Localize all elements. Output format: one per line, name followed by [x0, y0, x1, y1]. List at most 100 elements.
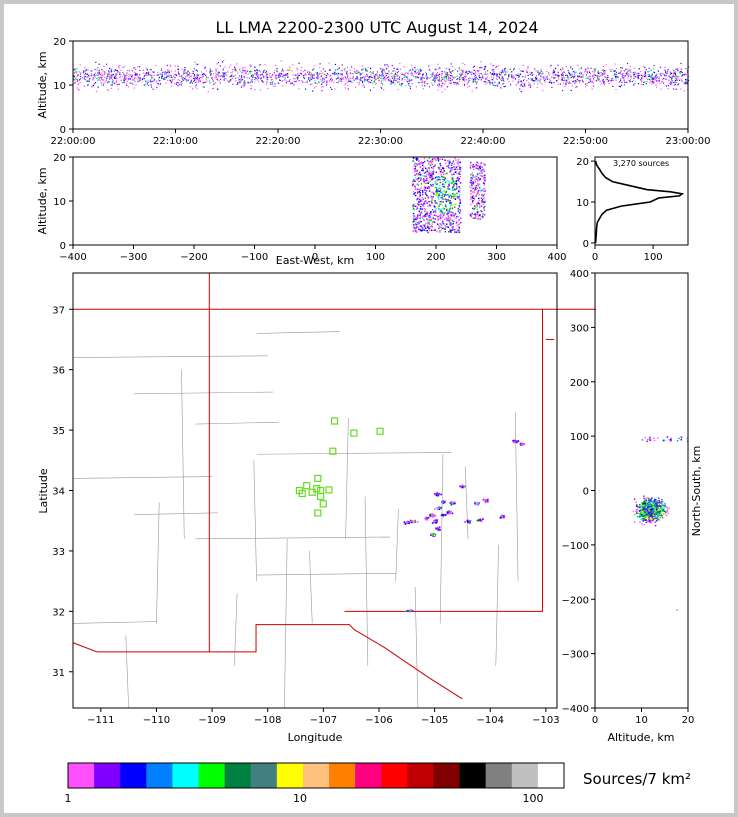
- time-source-point: [501, 69, 503, 71]
- time-source-point: [105, 80, 107, 82]
- ew-source-point: [432, 221, 434, 223]
- time-source-point: [256, 69, 258, 71]
- ew-source-point: [416, 218, 418, 221]
- time-source-point: [485, 83, 487, 85]
- time-source-point: [497, 82, 499, 84]
- ew-ytick-label: 0: [60, 241, 66, 252]
- ew-source-point: [446, 172, 448, 175]
- ns-source-point: [654, 501, 656, 503]
- time-source-point: [401, 83, 404, 85]
- ew-source-point: [418, 195, 421, 198]
- map-source-cell: [517, 440, 520, 443]
- time-source-point: [667, 69, 669, 71]
- time-source-point: [429, 74, 432, 76]
- time-source-point: [393, 67, 395, 70]
- time-source-point: [322, 77, 324, 79]
- ew-source-point: [416, 173, 418, 176]
- time-source-point: [374, 79, 376, 81]
- ew-source-point: [420, 221, 422, 223]
- time-source-point: [621, 73, 623, 75]
- ew-source-point: [442, 221, 444, 223]
- ew-source-point: [459, 167, 461, 169]
- ew-source-point: [420, 225, 423, 227]
- ew-source-point: [483, 209, 485, 211]
- county-line: [284, 538, 288, 709]
- time-source-point: [129, 74, 131, 76]
- time-source-point: [308, 71, 311, 73]
- time-source-point: [493, 73, 495, 75]
- map-source-cell: [441, 501, 444, 504]
- time-source-point: [472, 72, 474, 74]
- time-source-point: [679, 79, 681, 81]
- time-source-point: [349, 72, 351, 74]
- time-source-point: [169, 79, 171, 81]
- time-source-point: [659, 73, 661, 75]
- time-source-point: [380, 81, 382, 83]
- time-source-point: [607, 80, 609, 82]
- time-source-point: [280, 72, 282, 74]
- time-source-point: [485, 74, 487, 76]
- ew-source-point: [423, 172, 425, 174]
- time-source-point: [401, 78, 404, 80]
- time-source-point: [641, 77, 643, 79]
- time-source-point: [586, 84, 588, 86]
- time-source-point: [662, 73, 664, 75]
- time-source-point: [394, 73, 397, 75]
- time-source-point: [473, 80, 475, 82]
- time-source-point: [253, 76, 255, 78]
- time-source-point: [254, 89, 256, 91]
- ew-source-point: [457, 210, 460, 212]
- time-source-point: [221, 75, 223, 77]
- time-source-point: [648, 73, 650, 75]
- map-source-cell: [476, 519, 479, 522]
- time-source-point: [202, 74, 204, 76]
- ew-source-point: [455, 182, 457, 185]
- time-source-point: [503, 80, 505, 82]
- time-source-point: [171, 71, 173, 73]
- time-source-point: [166, 75, 168, 77]
- time-source-point: [433, 75, 435, 77]
- map-source-cell: [474, 502, 476, 505]
- time-source-point: [437, 63, 439, 65]
- time-source-point: [307, 77, 310, 79]
- time-source-point: [499, 74, 501, 76]
- time-source-point: [265, 83, 267, 85]
- ew-source-point: [482, 195, 484, 197]
- ns-source-point: [632, 510, 635, 513]
- map-source-cell: [443, 501, 446, 504]
- time-source-point: [141, 81, 143, 83]
- time-source-point: [537, 70, 539, 72]
- time-source-point: [450, 81, 452, 83]
- map-source-cell: [427, 517, 430, 519]
- time-source-point: [502, 79, 504, 81]
- ew-source-point: [428, 175, 431, 177]
- ew-source-point: [482, 201, 485, 203]
- time-source-point: [231, 69, 234, 71]
- ew-source-point: [416, 207, 419, 209]
- time-source-point: [497, 85, 499, 87]
- time-source-point: [260, 77, 262, 79]
- county-line: [495, 544, 499, 666]
- time-source-point: [362, 76, 364, 78]
- ew-xtick-label: −200: [180, 252, 207, 263]
- ew-source-point: [459, 161, 461, 164]
- time-source-point: [526, 79, 528, 82]
- time-source-point: [103, 73, 106, 75]
- time-source-point: [397, 71, 400, 73]
- map-source-cell: [476, 503, 479, 506]
- time-source-point: [276, 68, 278, 70]
- ew-source-point: [455, 171, 457, 173]
- map-xtick-label: −111: [87, 715, 114, 726]
- time-source-point: [374, 77, 376, 79]
- time-source-point: [575, 71, 577, 73]
- time-source-point: [126, 72, 128, 74]
- time-source-point: [106, 73, 108, 75]
- time-source-point: [97, 86, 99, 88]
- ew-source-point: [483, 184, 485, 186]
- time-source-point: [174, 76, 176, 79]
- time-source-point: [554, 67, 557, 69]
- time-source-point: [76, 68, 78, 70]
- time-source-point: [298, 80, 300, 82]
- ew-source-point: [417, 217, 419, 219]
- ew-source-point: [449, 224, 452, 226]
